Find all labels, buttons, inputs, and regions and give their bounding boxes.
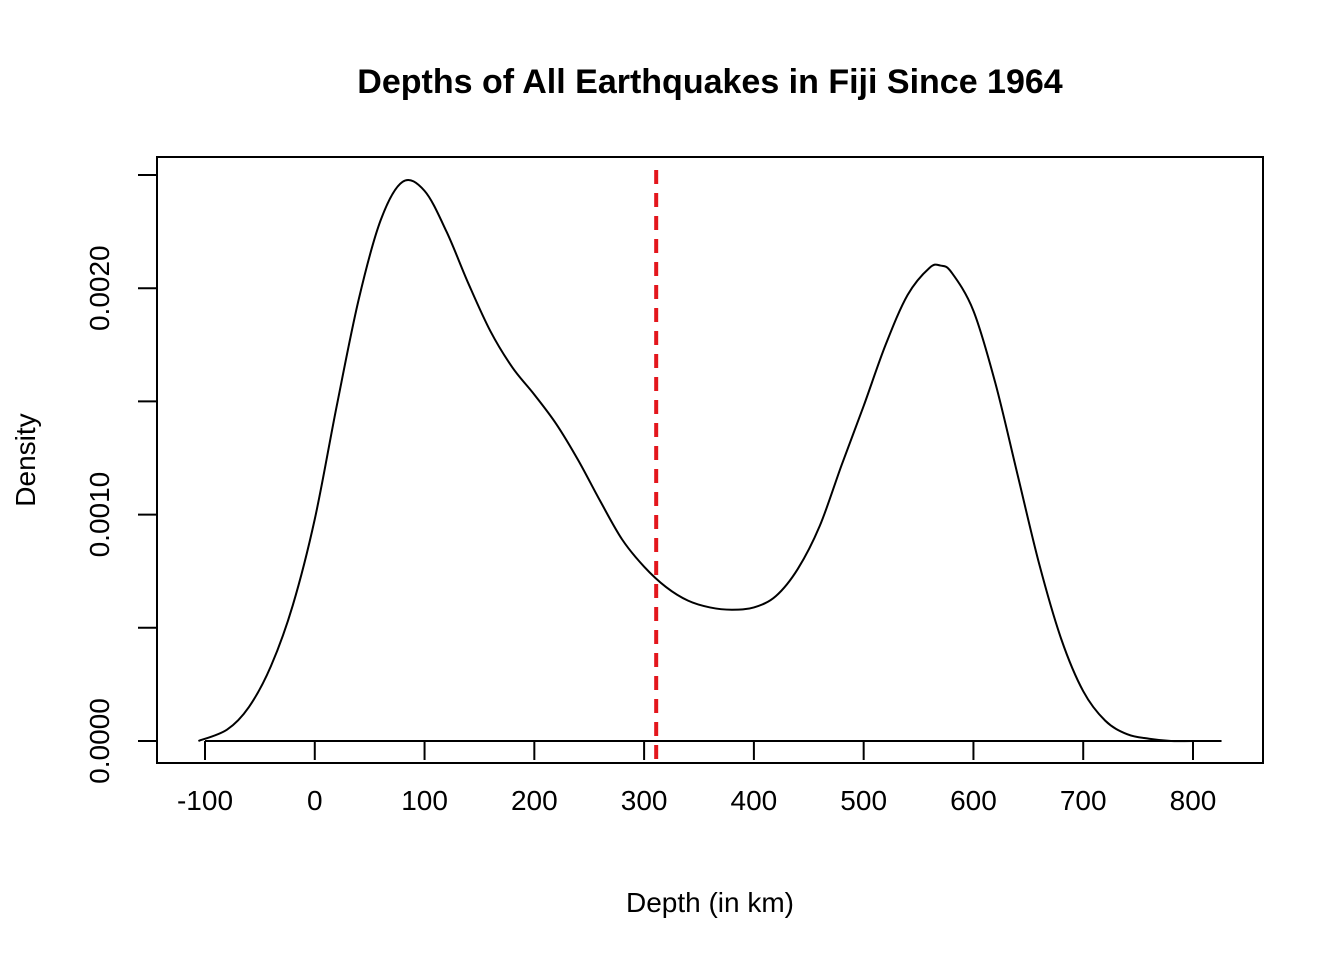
x-tick-label: -100 (177, 785, 233, 816)
y-axis-label: Density (10, 413, 41, 506)
x-tick-label: 800 (1170, 785, 1217, 816)
x-tick-label: 500 (840, 785, 887, 816)
x-tick-label: 400 (731, 785, 778, 816)
density-curve (198, 178, 1222, 743)
x-tick-label: 200 (511, 785, 558, 816)
x-tick-label: 600 (950, 785, 997, 816)
x-axis-label: Depth (in km) (626, 887, 794, 918)
x-tick-label: 300 (621, 785, 668, 816)
x-tick-label: 700 (1060, 785, 1107, 816)
chart-title: Depths of All Earthquakes in Fiji Since … (357, 63, 1062, 101)
y-tick-label: 0.0020 (84, 245, 115, 331)
x-axis: -100 0 100 200 300 400 500 600 700 800 (177, 740, 1217, 816)
y-axis: 0.0000 0.0010 0.0020 (84, 174, 158, 784)
y-tick-label: 0.0010 (84, 472, 115, 558)
x-tick-label: 100 (401, 785, 448, 816)
y-tick-label: 0.0000 (84, 698, 115, 784)
plot-frame (156, 156, 1264, 764)
x-tick-label: 0 (307, 785, 323, 816)
